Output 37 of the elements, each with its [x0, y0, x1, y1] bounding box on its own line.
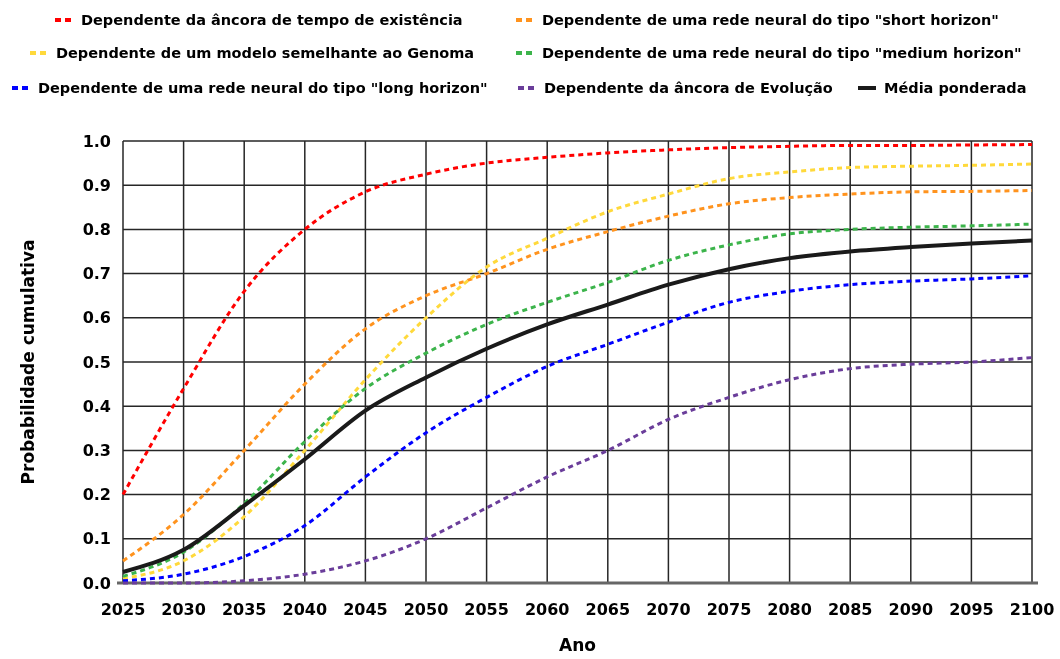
x-tick-label: 2030	[161, 600, 206, 619]
legend-label: Dependente da âncora de tempo de existência	[81, 12, 463, 29]
x-tick-label: 2065	[585, 600, 631, 619]
x-tick-label: 2095	[949, 600, 994, 619]
y-tick-label: 1.0	[82, 131, 111, 151]
legend-label: Dependente de uma rede neural do tipo "long horizon"	[38, 80, 488, 97]
y-axis-title: Probabilidade cumulativa	[18, 239, 38, 485]
y-tick-label: 0.0	[82, 573, 111, 593]
y-tick-label: 0.4	[82, 396, 111, 416]
y-tick-label: 0.3	[82, 441, 111, 460]
x-tick-label: 2080	[767, 600, 812, 619]
x-tick-label: 2040	[282, 600, 328, 619]
y-tick-label: 0.9	[82, 175, 111, 195]
y-tick-label: 0.6	[82, 308, 111, 328]
y-tick-label: 0.1	[82, 529, 111, 549]
x-tick-label: 2085	[827, 600, 873, 619]
x-axis-title: Ano	[559, 635, 596, 655]
legend-label: Dependente de uma rede neural do tipo "medium horizon"	[542, 45, 1022, 62]
x-tick-label: 2100	[1009, 600, 1055, 619]
y-tick-label: 0.8	[82, 220, 111, 239]
legend-label: Média ponderada	[884, 80, 1027, 97]
x-tick-label: 2055	[464, 600, 509, 619]
y-tick-label: 0.5	[82, 352, 111, 372]
x-tick-label: 2045	[343, 600, 388, 619]
x-tick-label: 2050	[403, 600, 449, 619]
x-tick-label: 2060	[524, 600, 570, 619]
legend-label: Dependente de uma rede neural do tipo "short horizon"	[542, 12, 999, 29]
line-series	[121, 356, 1034, 585]
legend-label: Dependente da âncora de Evolução	[544, 80, 833, 97]
x-tick-label: 2025	[100, 600, 146, 619]
x-tick-label: 2035	[221, 600, 267, 619]
x-tick-label: 2075	[706, 600, 752, 619]
legend-label: Dependente de um modelo semelhante ao Genoma	[56, 45, 475, 62]
x-tick-label: 2090	[888, 600, 934, 619]
y-tick-label: 0.2	[82, 485, 111, 505]
x-tick-label: 2070	[646, 600, 691, 619]
y-tick-label: 0.7	[82, 264, 111, 284]
